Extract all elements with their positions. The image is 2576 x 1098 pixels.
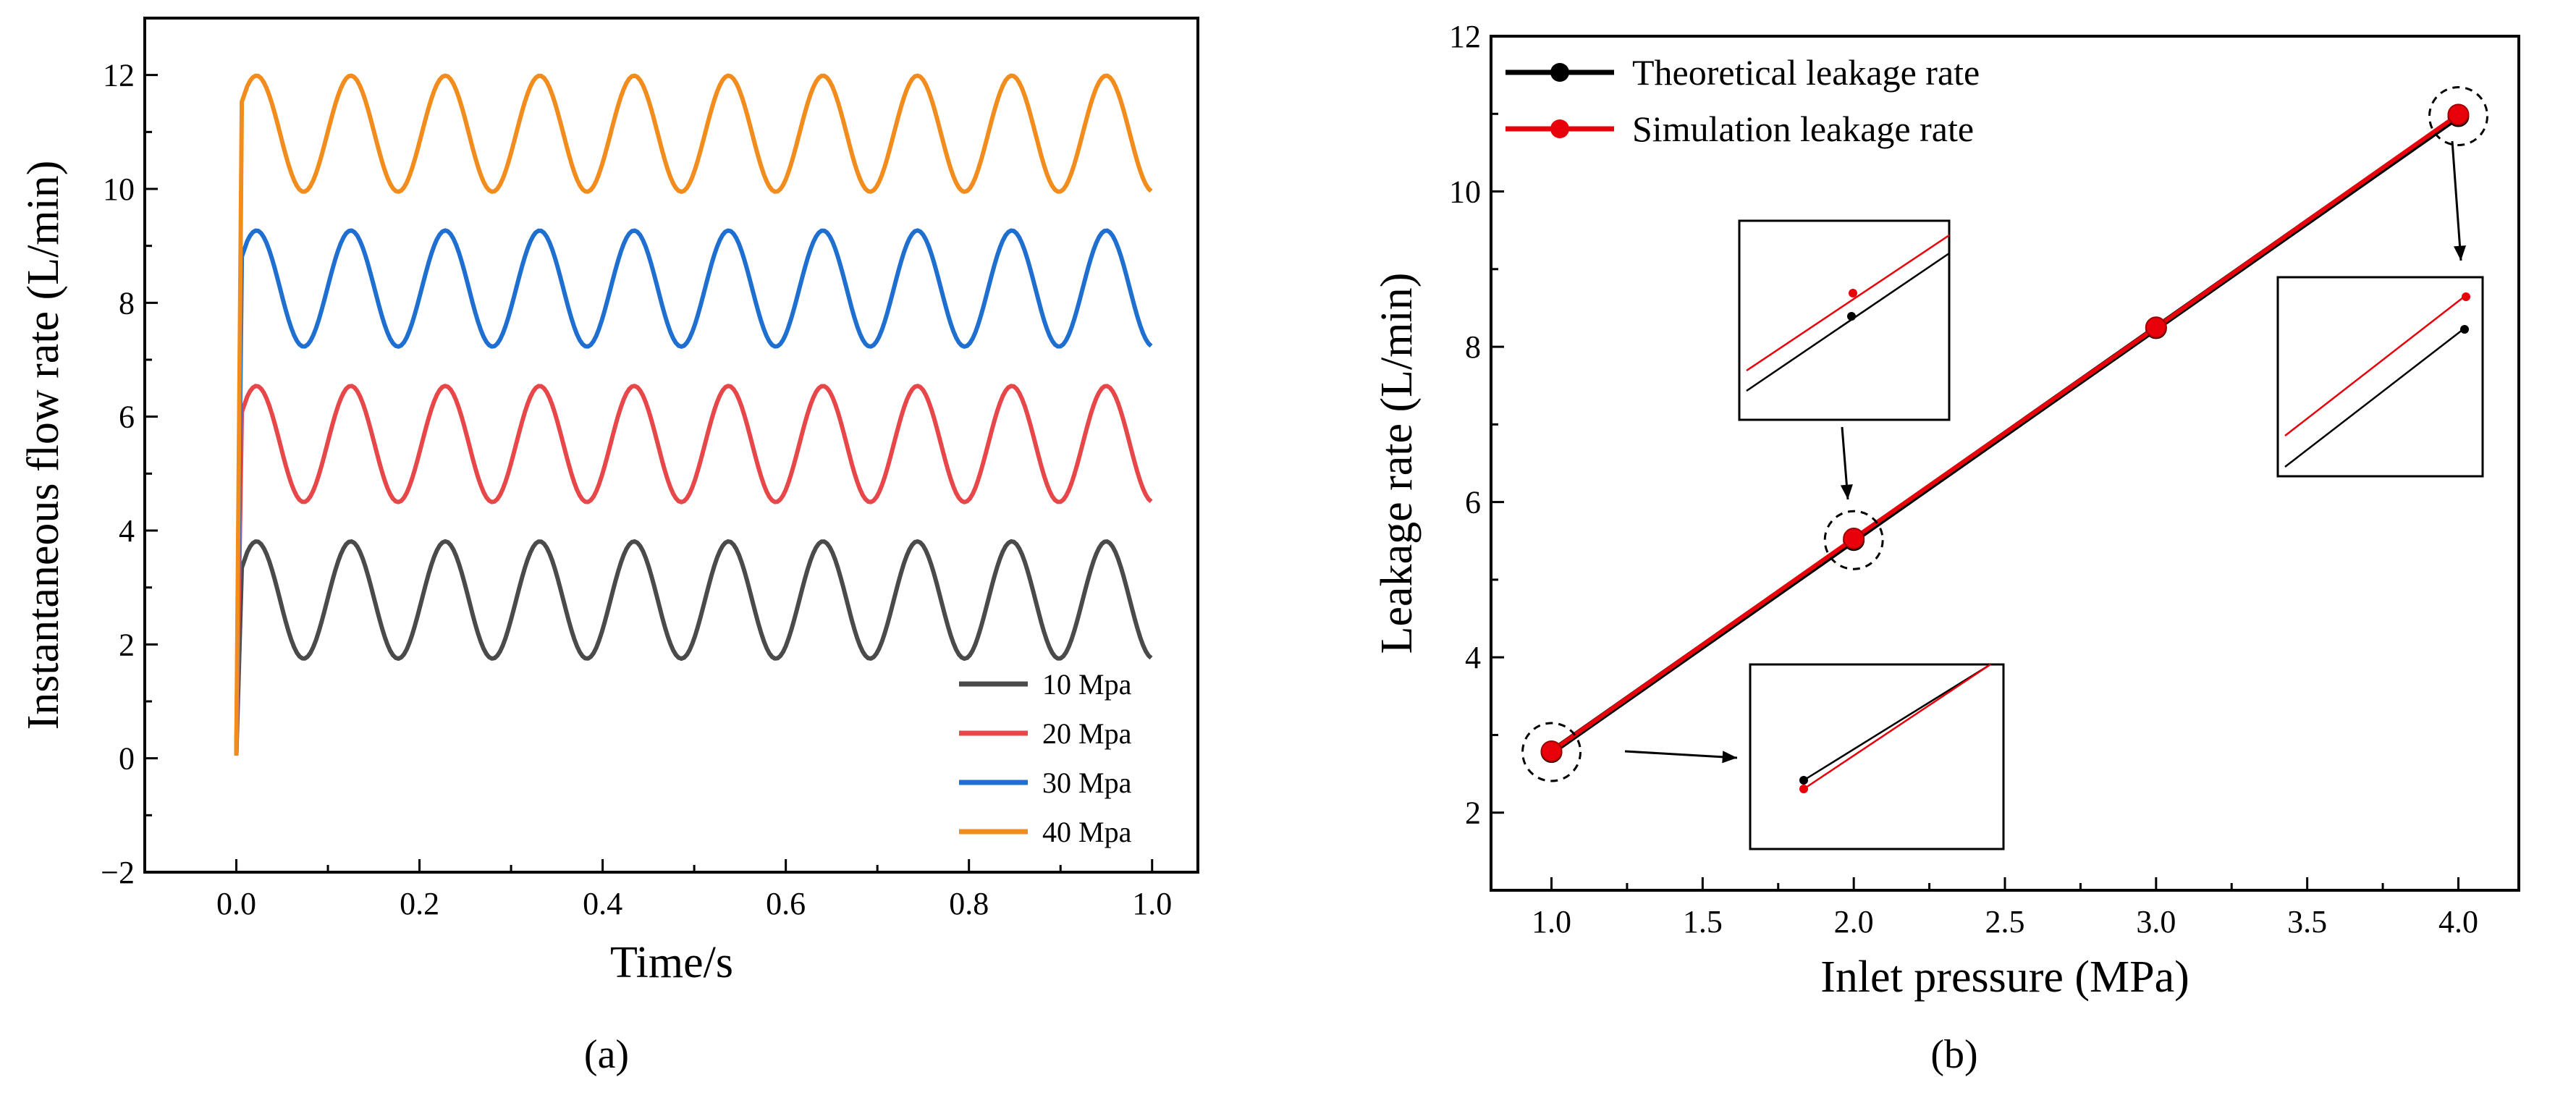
- x-tick-label-b: 2.5: [1985, 904, 2025, 939]
- x-tick-label-b: 4.0: [2438, 904, 2478, 939]
- y-tick-label-b: 4: [1465, 640, 1481, 675]
- inset-arrow: [2451, 140, 2462, 261]
- y-tick-label-a: −2: [101, 855, 135, 890]
- y-tick-label-a: 0: [119, 741, 135, 777]
- zoom-highlight-circle: [2428, 85, 2488, 146]
- data-point-b-2: [1843, 528, 1865, 550]
- zoom-insets: [1521, 85, 2488, 850]
- x-tick-label-b: 3.0: [2136, 904, 2176, 939]
- x-tick-label-a: 0.4: [583, 886, 622, 921]
- y-tick-label-a: 12: [103, 58, 135, 93]
- series-line-a-1: [234, 539, 1153, 756]
- zoom-inset-box: [2276, 276, 2484, 478]
- x-tick-label-b: 2.0: [1834, 904, 1874, 939]
- y-tick-label-b: 2: [1465, 795, 1481, 831]
- y-tick-label-a: 4: [119, 513, 135, 549]
- inset-arrow: [1624, 750, 1738, 759]
- x-tick-label-b: 3.5: [2287, 904, 2327, 939]
- x-tick-label-a: 0.2: [400, 886, 439, 921]
- x-axis-label-b: Inlet pressure (MPa): [1820, 953, 2189, 1002]
- data-point-b-2: [2447, 104, 2470, 126]
- inset-theoretical-point: [1847, 312, 1856, 321]
- inset-simulation-point: [1799, 785, 1808, 793]
- y-tick-label-a: 8: [119, 285, 135, 321]
- panel-label-a: (a): [584, 1032, 629, 1077]
- panel-a: 0.0 0.2 0.4 0.6 0.8 1.0 −2 0 2 4 6 8 10 12 10 Mpa 20 M…: [19, 17, 1199, 1077]
- series-line-a-4: [234, 73, 1153, 756]
- inset-theoretical-line: [2284, 326, 2467, 468]
- y-tick-label-a: 2: [119, 627, 135, 662]
- x-tick-label-b: 1.5: [1683, 904, 1723, 939]
- panel-label-b: (b): [1930, 1032, 1977, 1077]
- x-tick-label-b: 1.0: [1532, 904, 1571, 939]
- x-tick-label-a: 1.0: [1132, 886, 1172, 921]
- panel-b: 1.0 1.5 2.0 2.5 3.0 3.5 4.0 2 4 6 8 10 12 Theoretica…: [1372, 19, 2520, 1077]
- legend-label-a: 30 Mpa: [1042, 767, 1132, 799]
- y-tick-label-b: 12: [1449, 19, 1481, 54]
- y-tick-label-b: 8: [1465, 329, 1481, 365]
- inset-simulation-point: [2462, 292, 2470, 301]
- legend-marker-b: [1550, 119, 1569, 138]
- inset-simulation-line: [2284, 295, 2467, 436]
- zoom-highlight-circle: [1823, 510, 1884, 570]
- inset-theoretical-line: [1803, 663, 1991, 782]
- data-point-b-2: [1540, 740, 1563, 762]
- zoom-inset-box: [1738, 219, 1951, 421]
- inset-simulation-point: [1849, 289, 1857, 297]
- plot-frame-a: [143, 17, 1199, 874]
- legend-label-b: Simulation leakage rate: [1632, 109, 1974, 149]
- inset-theoretical-line: [1746, 252, 1950, 392]
- legend-b: Theoretical leakage rate Simulation leaka…: [1506, 52, 1980, 149]
- series-line-a-2: [234, 384, 1153, 756]
- legend-label-a: 10 Mpa: [1042, 668, 1132, 701]
- inset-arrowhead: [1840, 484, 1853, 499]
- legend-label-a: 20 Mpa: [1042, 717, 1132, 750]
- inset-theoretical-point: [2460, 325, 2469, 334]
- inset-theoretical-point: [1799, 776, 1808, 785]
- series-line-a-3: [234, 228, 1153, 756]
- legend-label-a: 40 Mpa: [1042, 816, 1132, 848]
- y-axis-label-a: Instantaneous flow rate (L/min): [19, 161, 68, 730]
- series-line-b-2: [1550, 112, 2460, 753]
- x-axis-label-a: Time/s: [610, 938, 733, 987]
- y-tick-label-b: 6: [1465, 485, 1481, 520]
- legend-a: 10 Mpa 20 Mpa 30 Mpa 40 Mpa: [959, 668, 1132, 848]
- x-tick-label-a: 0.6: [766, 886, 806, 921]
- legend-marker-b: [1550, 63, 1569, 82]
- zoom-inset-box: [1749, 663, 2005, 850]
- inset-simulation-line: [1746, 234, 1950, 372]
- y-axis-label-b: Leakage rate (L/min): [1372, 273, 1422, 654]
- inset-simulation-line: [1803, 663, 1991, 790]
- legend-label-b: Theoretical leakage rate: [1632, 52, 1980, 93]
- inset-arrowhead: [2453, 245, 2467, 261]
- data-point-b-2: [2145, 316, 2167, 339]
- x-tick-label-a: 0.8: [949, 886, 989, 921]
- y-tick-label-a: 6: [119, 400, 135, 435]
- zoom-highlight-circle: [1521, 722, 1582, 782]
- inset-arrowhead: [1722, 751, 1737, 764]
- x-tick-label-a: 0.0: [216, 886, 256, 921]
- y-tick-label-a: 10: [103, 172, 135, 207]
- y-tick-label-b: 10: [1449, 174, 1481, 210]
